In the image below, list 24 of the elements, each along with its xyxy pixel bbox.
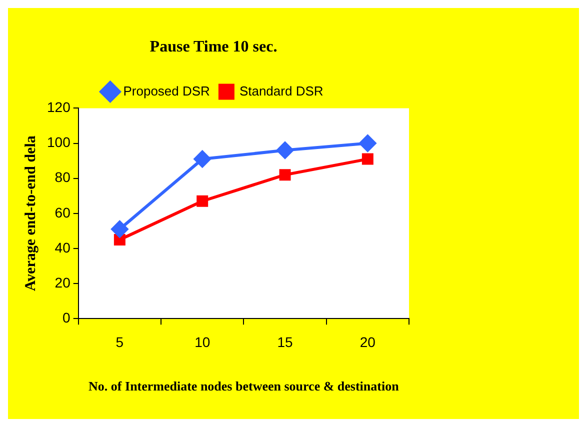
legend-label: Proposed DSR (123, 83, 210, 98)
x-tick-label: 20 (360, 334, 376, 350)
y-tick-label: 20 (54, 274, 71, 290)
point (362, 153, 374, 165)
y-axis-title: Average end-to-end dela (22, 135, 39, 292)
point (114, 234, 126, 246)
y-tick-label: 0 (62, 309, 71, 326)
y-tick-label: 60 (54, 204, 71, 220)
y-tick-label: 100 (47, 134, 71, 150)
point (194, 150, 211, 168)
x-tick-label: 15 (277, 334, 294, 350)
legend-label: Standard DSR (239, 83, 324, 98)
point (276, 142, 294, 159)
point (196, 195, 208, 207)
point (279, 169, 291, 181)
x-tick-label: 10 (194, 334, 210, 350)
point (359, 134, 376, 152)
y-tick-label: 40 (54, 239, 71, 256)
point (111, 220, 128, 238)
x-axis-title: No. of Intermediate nodes between source & destination (88, 378, 400, 394)
chart-title: Pause Time 10 sec. (150, 38, 278, 56)
y-tick-label: 120 (47, 99, 71, 116)
x-tick-label: 5 (116, 334, 124, 350)
y-tick-label: 80 (54, 169, 71, 186)
